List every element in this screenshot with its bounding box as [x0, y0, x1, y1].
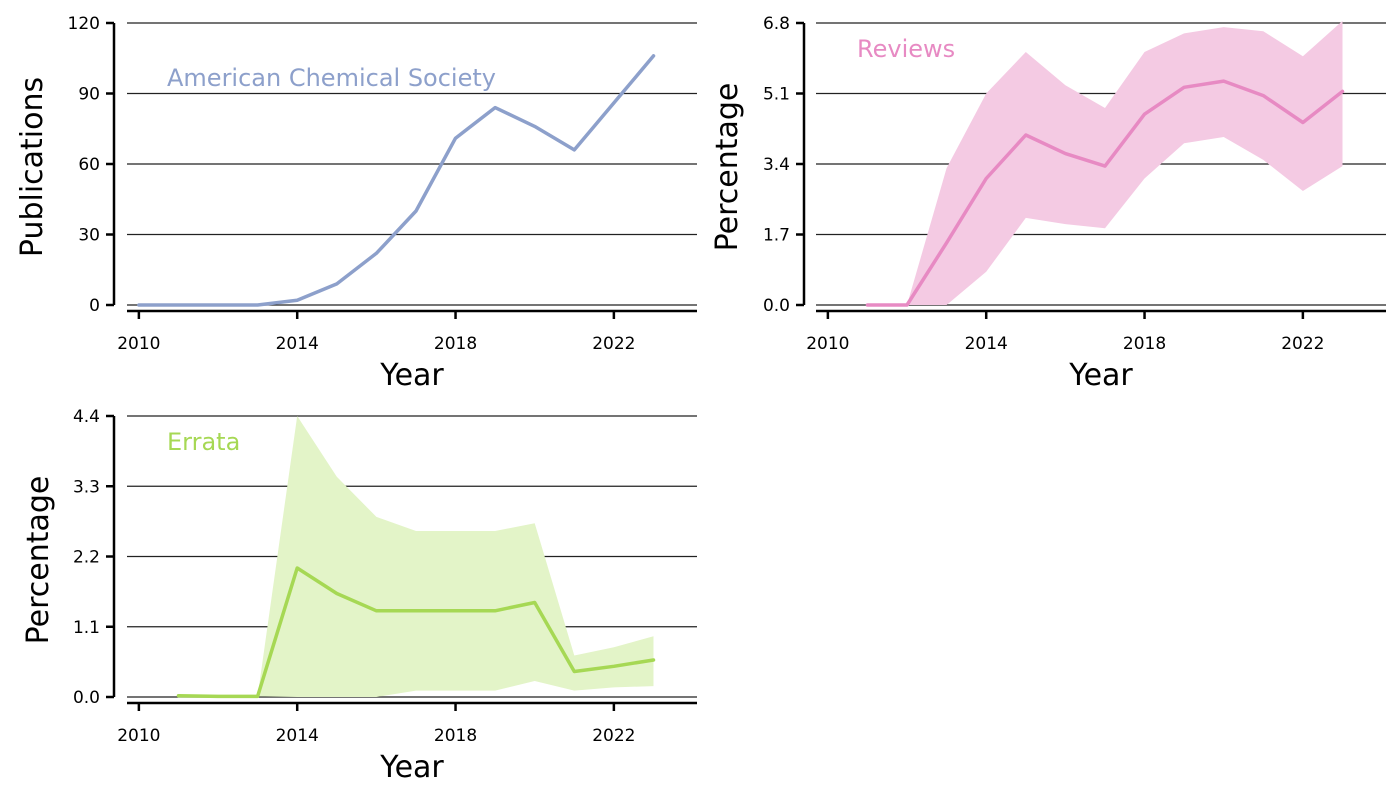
y-tick-label: 5.1 — [763, 85, 790, 105]
y-tick-label: 0 — [89, 296, 100, 316]
y-axis-title: Percentage — [21, 476, 56, 645]
y-tick-label: 3.4 — [763, 155, 790, 175]
x-tick-label: 2010 — [806, 334, 849, 354]
y-tick-label: 4.4 — [73, 407, 100, 427]
y-axis-title: Publications — [15, 77, 50, 257]
x-tick-label: 2014 — [276, 334, 319, 354]
y-tick-label: 60 — [78, 155, 100, 175]
y-tick-label: 90 — [78, 85, 100, 105]
panel-label: Reviews — [857, 35, 955, 63]
x-tick-label: 2014 — [965, 334, 1008, 354]
x-tick-label: 2010 — [117, 334, 160, 354]
y-tick-label: 0.0 — [73, 688, 100, 708]
y-tick-label: 0.0 — [763, 296, 790, 316]
panel-label: Errata — [167, 428, 240, 456]
x-tick-label: 2022 — [1281, 334, 1324, 354]
panel-label: American Chemical Society — [167, 64, 496, 92]
x-tick-label: 2022 — [592, 334, 635, 354]
x-tick-label: 2018 — [434, 726, 477, 746]
series-line — [176, 566, 656, 699]
y-tick-label: 1.1 — [73, 618, 100, 638]
x-axis-title: Year — [1068, 358, 1133, 393]
x-tick-label: 2018 — [434, 334, 477, 354]
chart-panel-3: 0.0 1.1 2.2 3.3 4.4 2010 2014 2018 2022 Year Perce… — [21, 407, 697, 785]
x-axis-title: Year — [379, 750, 444, 785]
chart-panel-1: 0 30 60 90 120 2010 2014 2018 2022 Year Publicatio… — [15, 14, 697, 393]
chart-panel-2: 0.0 1.7 3.4 5.1 6.8 2010 2014 2018 2022 Year Perce… — [710, 14, 1386, 393]
y-tick-label: 1.7 — [763, 226, 790, 246]
y-tick-label: 2.2 — [73, 548, 100, 568]
y-tick-label: 3.3 — [73, 477, 100, 497]
y-axis-title: Percentage — [710, 83, 745, 252]
x-tick-label: 2022 — [592, 726, 635, 746]
x-tick-label: 2018 — [1123, 334, 1166, 354]
y-tick-label: 6.8 — [763, 14, 790, 34]
x-axis-title: Year — [379, 358, 444, 393]
y-tick-label: 30 — [78, 226, 100, 246]
series-line — [137, 54, 656, 307]
x-tick-label: 2014 — [276, 726, 319, 746]
y-tick-label: 120 — [68, 14, 100, 34]
confidence-band — [867, 20, 1343, 306]
confidence-band — [178, 416, 654, 697]
x-tick-label: 2010 — [117, 726, 160, 746]
series-line — [865, 79, 1345, 307]
